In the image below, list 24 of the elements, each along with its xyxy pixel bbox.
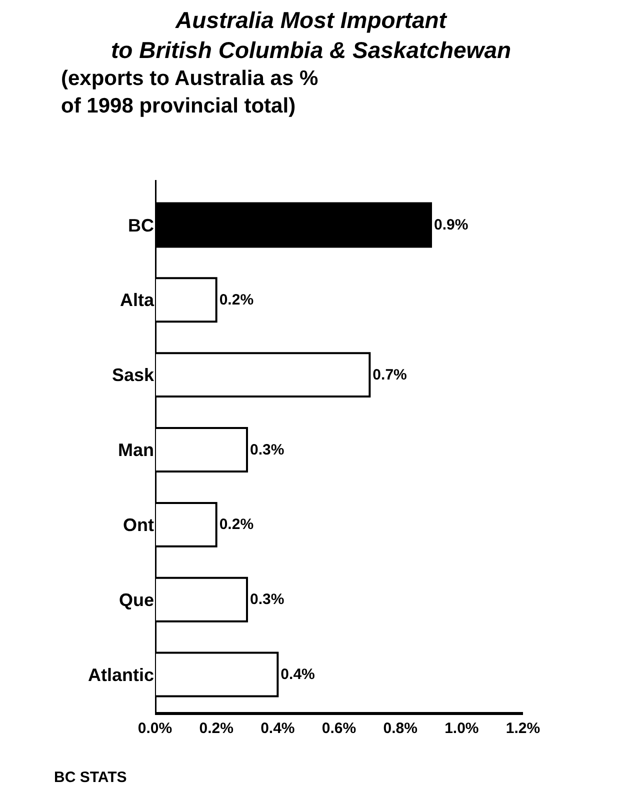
y-tick-label: BC (128, 215, 154, 236)
y-tick-label: Alta (120, 290, 155, 310)
data-label: 0.2% (219, 516, 254, 534)
y-tick-label: Que (118, 590, 154, 610)
chart-title: Australia Most Important to British Columbia & Saskatchewan (111, 7, 512, 63)
y-tick-label: Atlantic (88, 664, 154, 685)
x-tick-label: 0.4% (260, 720, 295, 737)
y-tick-label: Ont (123, 514, 154, 535)
chart-subtitle: (exports to Australia as % of 1998 provincial total) (61, 67, 318, 118)
data-label: 0.2% (219, 291, 254, 308)
x-tick-label: 0.6% (322, 720, 356, 737)
x-tick-label: 1.2% (506, 720, 540, 737)
data-label: 0.4% (280, 666, 315, 684)
data-label: 0.3% (250, 441, 284, 458)
x-tick-label: 1.0% (444, 720, 479, 737)
text: BC STATS (54, 769, 127, 786)
data-label: 0.9% (434, 216, 468, 234)
y-tick-label: Man (118, 440, 154, 460)
data-label: 0.3% (250, 591, 284, 608)
data-label: 0.7% (372, 366, 407, 384)
y-tick-label: Sask (112, 365, 155, 386)
x-tick-label: 0.2% (199, 720, 234, 737)
x-tick-label: 0.0% (138, 720, 172, 737)
x-tick-label: 0.8% (383, 720, 418, 737)
